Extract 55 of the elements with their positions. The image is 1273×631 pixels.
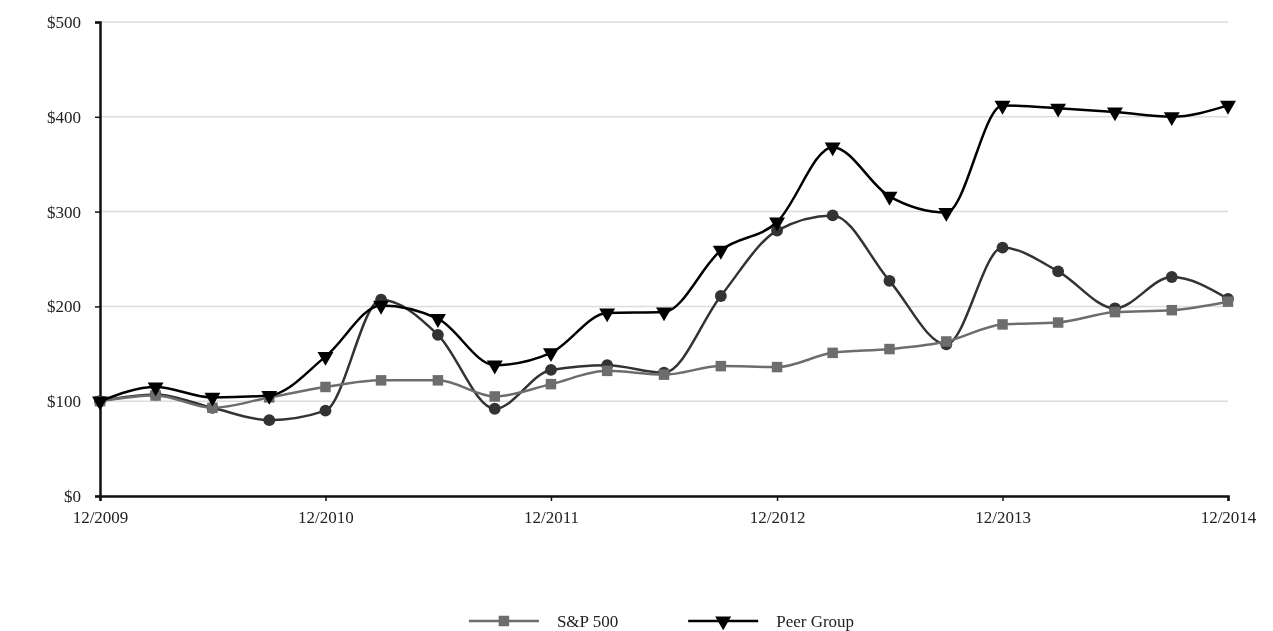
point (599, 308, 616, 323)
y-tick-label: $0 (64, 486, 81, 506)
point (432, 375, 444, 386)
point (373, 300, 390, 315)
point (941, 336, 952, 347)
point (1050, 103, 1067, 118)
point (769, 217, 786, 232)
point (1220, 100, 1236, 115)
point (827, 347, 838, 359)
x-tick-label: 12/2014 (1200, 508, 1257, 528)
point (431, 328, 444, 341)
point (826, 209, 839, 222)
y-tick-label: $300 (47, 202, 81, 222)
legend-label: S&P 500 (556, 612, 619, 631)
point (1165, 271, 1178, 283)
point (715, 360, 727, 372)
point (883, 274, 896, 287)
point (884, 343, 895, 355)
legend-label: Peer Group (776, 612, 855, 631)
x-tick-label: 12/2013 (975, 508, 1031, 528)
y-tick-label: $500 (47, 12, 81, 32)
y-tick-label: $400 (47, 107, 81, 127)
point (712, 245, 729, 260)
point (545, 378, 557, 390)
point (601, 365, 613, 377)
point (1106, 107, 1123, 122)
x-tick-label: 12/2011 (523, 508, 579, 528)
point (996, 241, 1009, 254)
y-tick-label: $100 (47, 392, 81, 412)
point (771, 361, 783, 373)
x-tick-label: 12/2009 (72, 508, 129, 528)
point (1166, 304, 1178, 316)
point (714, 290, 727, 302)
point (997, 319, 1008, 330)
point (656, 307, 672, 322)
point (375, 375, 387, 386)
point (1109, 306, 1121, 318)
point (320, 381, 331, 393)
x-tick-label: 12/2012 (749, 508, 806, 528)
point (1052, 265, 1065, 278)
point (1052, 317, 1064, 328)
point (429, 314, 446, 328)
point (489, 391, 500, 402)
point (824, 142, 841, 157)
point (1222, 296, 1234, 307)
point (545, 364, 557, 376)
point (488, 402, 501, 415)
y-tick-label: $200 (47, 297, 81, 317)
point (938, 207, 955, 222)
point (1163, 112, 1180, 126)
point (319, 404, 332, 417)
x-tick-label: 12/2010 (298, 508, 354, 528)
point (994, 100, 1011, 115)
point (881, 191, 898, 206)
point (263, 414, 276, 427)
